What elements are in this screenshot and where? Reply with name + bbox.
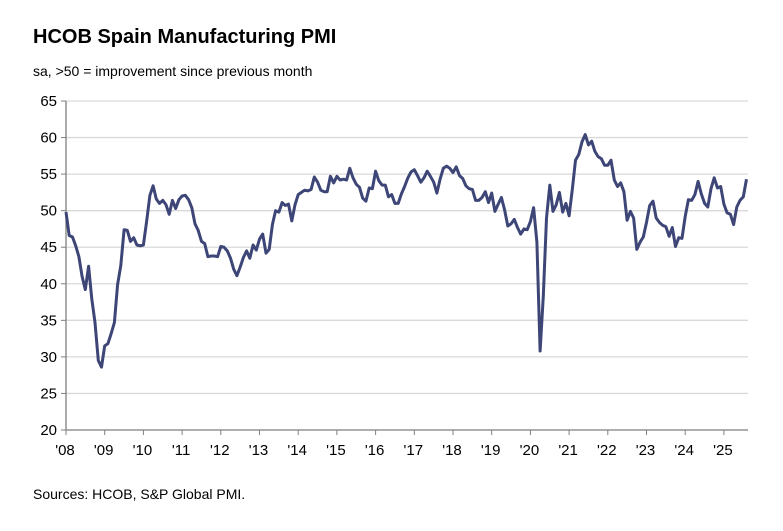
y-tick-label: 50 [40, 203, 57, 220]
x-tick-label: '23 [636, 442, 656, 459]
y-tick-label: 35 [40, 312, 57, 329]
x-tick-label: '17 [404, 442, 424, 459]
x-tick-label: '22 [597, 442, 617, 459]
x-tick-label: '20 [520, 442, 540, 459]
x-tick-label: '24 [674, 442, 694, 459]
x-tick-label: '15 [326, 442, 346, 459]
x-tick-label: '25 [713, 442, 733, 459]
source-note: Sources: HCOB, S&P Global PMI. [33, 486, 246, 502]
y-tick-label: 45 [40, 239, 57, 256]
chart-title: HCOB Spain Manufacturing PMI [33, 26, 337, 48]
x-tick-label: '19 [481, 442, 501, 459]
x-tick-label: '12 [210, 442, 230, 459]
y-tick-label: 60 [40, 130, 57, 147]
y-tick-label: 25 [40, 385, 57, 402]
chart-subtitle: sa, >50 = improvement since previous mon… [33, 63, 313, 79]
y-tick-label: 20 [40, 422, 57, 439]
x-tick-label: '10 [133, 442, 153, 459]
x-tick-label: '09 [94, 442, 114, 459]
y-tick-label: 40 [40, 276, 57, 293]
x-tick-label: '11 [172, 442, 190, 459]
pmi-series-line [64, 133, 748, 369]
y-tick-label: 55 [40, 166, 57, 183]
x-tick-label: '21 [558, 442, 578, 459]
x-tick-label: '18 [442, 442, 462, 459]
y-tick-label: 65 [40, 93, 57, 110]
x-tick-label: '08 [55, 442, 75, 459]
x-tick-label: '13 [249, 442, 269, 459]
x-tick-label: '14 [287, 442, 307, 459]
x-tick-label: '16 [365, 442, 385, 459]
y-tick-label: 30 [40, 349, 57, 366]
